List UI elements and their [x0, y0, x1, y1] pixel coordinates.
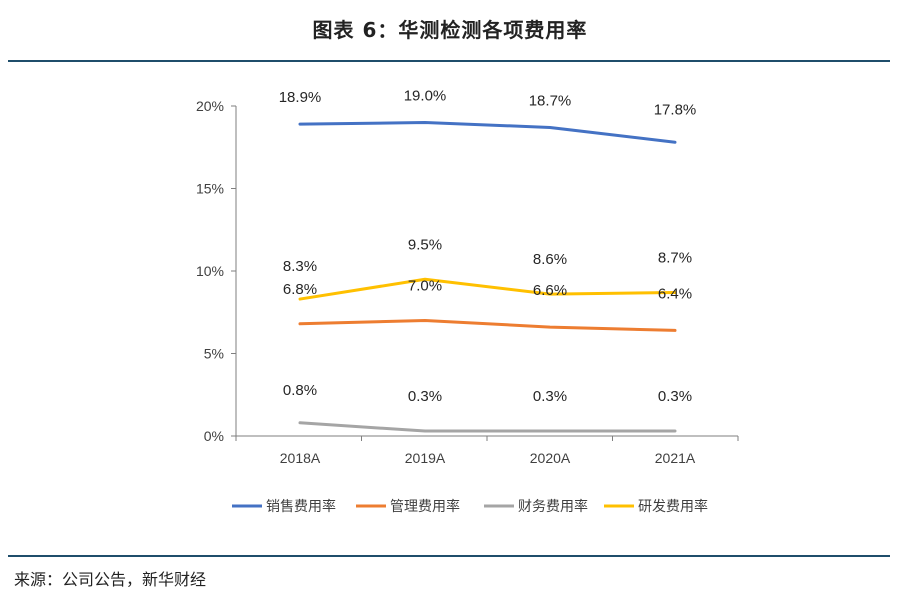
- data-label: 0.3%: [408, 388, 442, 405]
- series-line-研发费用率: [298, 277, 677, 301]
- data-label: 7.0%: [408, 278, 442, 295]
- x-tick-label: 2018A: [280, 450, 321, 466]
- legend-label: 财务费用率: [518, 498, 588, 514]
- y-tick-label: 0%: [204, 428, 224, 444]
- x-tick-label: 2021A: [655, 450, 696, 466]
- data-label: 6.8%: [283, 281, 317, 298]
- x-tick-label: 2020A: [530, 450, 571, 466]
- data-label: 17.8%: [654, 101, 697, 118]
- series-line-管理费用率: [298, 319, 677, 332]
- data-label: 8.3%: [283, 258, 317, 275]
- y-tick-label: 15%: [196, 181, 224, 197]
- data-label: 9.5%: [408, 236, 442, 253]
- x-tick-label: 2019A: [405, 450, 446, 466]
- legend-label: 销售费用率: [266, 498, 336, 514]
- data-label: 18.9%: [279, 89, 322, 106]
- data-label: 8.7%: [658, 249, 692, 266]
- data-label: 0.3%: [658, 388, 692, 405]
- data-label: 8.6%: [533, 251, 567, 268]
- legend-label: 研发费用率: [638, 498, 708, 514]
- figure-title: 图表 6：华测检测各项费用率: [312, 18, 588, 42]
- y-tick-label: 5%: [204, 346, 224, 362]
- series-line-销售费用率: [298, 121, 677, 144]
- source-note: 来源：公司公告，新华财经: [14, 570, 207, 589]
- data-label: 0.8%: [283, 382, 317, 399]
- data-label: 0.3%: [533, 388, 567, 405]
- expense-ratio-chart: 0% 5% 10% 15% 20% 2018A 2019A 2020A 2021A 18.9% 19…: [196, 88, 739, 514]
- legend-label: 管理费用率: [390, 498, 460, 514]
- series-line-财务费用率: [298, 421, 677, 433]
- data-label: 19.0%: [404, 88, 447, 105]
- bottom-divider: [8, 555, 890, 557]
- data-label: 18.7%: [529, 92, 572, 109]
- y-tick-label: 20%: [196, 98, 224, 114]
- y-tick-label: 10%: [196, 263, 224, 279]
- data-label: 6.6%: [533, 282, 567, 299]
- top-divider: [8, 60, 890, 62]
- data-label: 6.4%: [658, 285, 692, 302]
